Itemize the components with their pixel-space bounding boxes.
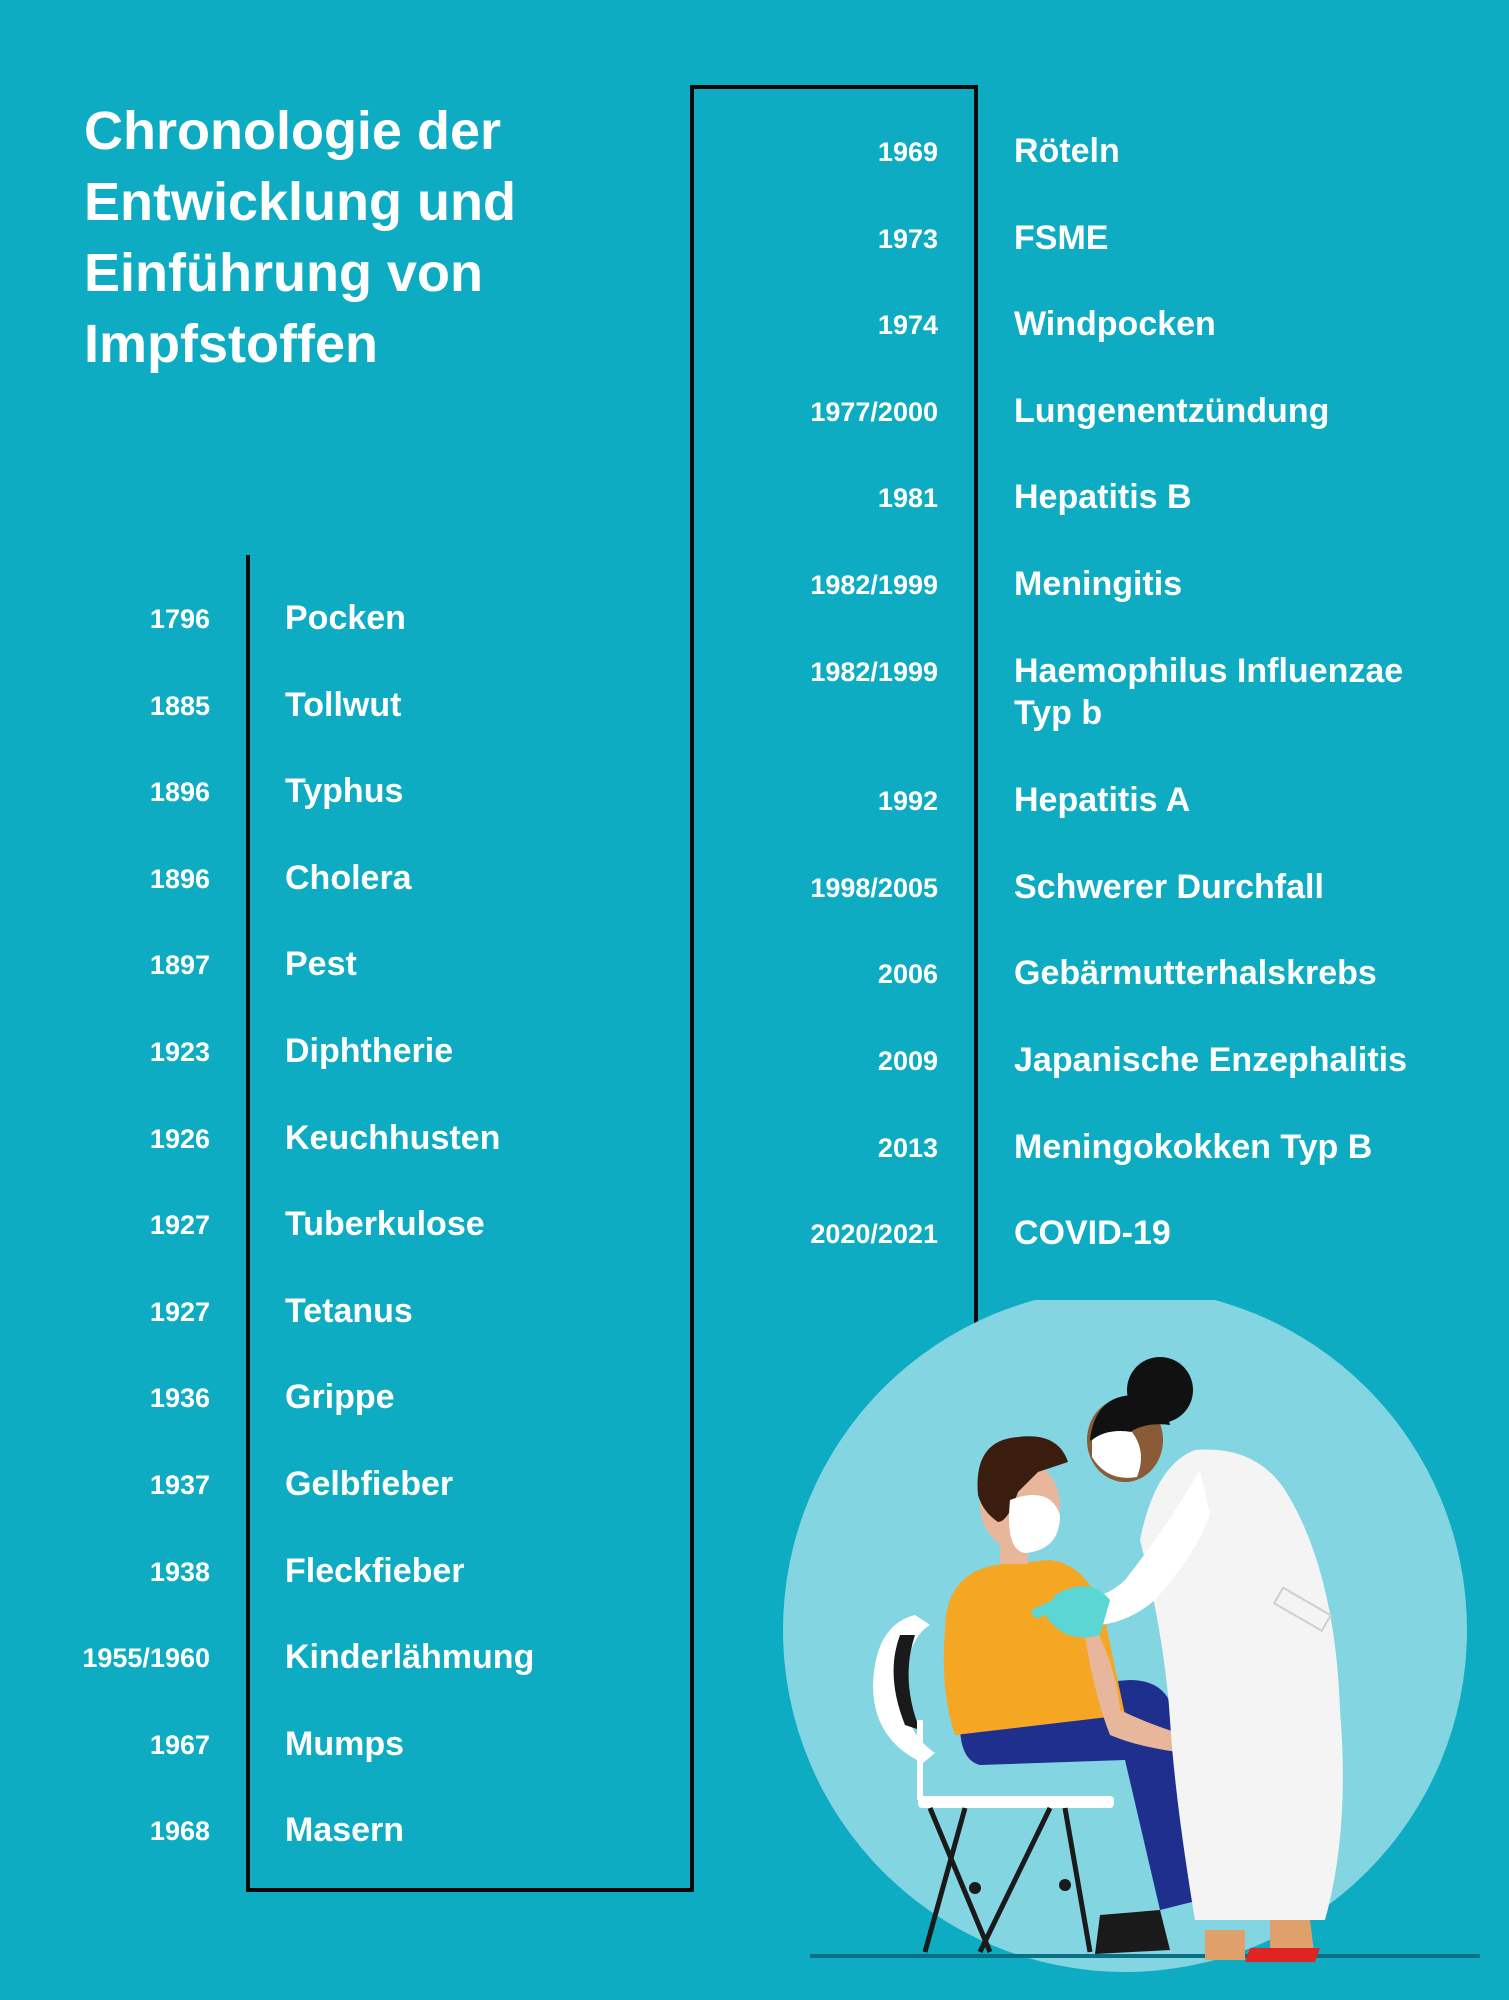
timeline-disease: Keuchhusten xyxy=(285,1118,501,1157)
timeline-year: 1969 xyxy=(877,137,938,167)
timeline-line-right xyxy=(974,85,978,1360)
title-line: Entwicklung und xyxy=(84,172,516,232)
timeline-disease: Hepatitis B xyxy=(1014,478,1192,517)
title-line: Einführung von xyxy=(84,243,483,303)
timeline-disease: Gebärmutterhalskrebs xyxy=(1014,954,1377,993)
timeline-year: 1968 xyxy=(149,1816,210,1847)
timeline-year: 1927 xyxy=(149,1296,210,1327)
timeline-disease: Windpocken xyxy=(1014,305,1216,344)
page-title: Chronologie der Entwicklung und Einführu… xyxy=(84,96,684,380)
timeline-disease: Pocken xyxy=(285,599,406,637)
timeline-disease: Grippe xyxy=(285,1378,395,1417)
timeline-year: 1936 xyxy=(149,1383,210,1414)
timeline-year: 2013 xyxy=(877,1132,938,1163)
timeline-year: 1938 xyxy=(149,1556,210,1587)
timeline-disease: Mumps xyxy=(285,1724,404,1763)
timeline-disease: Tetanus xyxy=(285,1291,413,1330)
timeline-year: 1796 xyxy=(149,604,210,634)
timeline-line-top xyxy=(690,85,978,89)
timeline-year: 1967 xyxy=(149,1729,210,1760)
timeline-year: 1896 xyxy=(149,777,210,808)
vaccination-illustration xyxy=(783,1300,1480,1972)
timeline-disease: Gelbfieber xyxy=(285,1465,454,1503)
timeline-year: 1974 xyxy=(877,310,938,341)
timeline-disease: Cholera xyxy=(285,858,412,897)
timeline-disease: Schwerer Durchfall xyxy=(1014,867,1324,906)
timeline-year: 1927 xyxy=(149,1210,210,1241)
timeline-year: 2006 xyxy=(877,959,938,990)
timeline-disease: Masern xyxy=(285,1811,405,1850)
title-line: Chronologie der xyxy=(84,101,501,161)
timeline-year: 1977/2000 xyxy=(810,396,938,427)
timeline-year: 1897 xyxy=(149,950,210,981)
timeline-year: 1973 xyxy=(877,223,938,254)
timeline-disease: Japanische Enzephalitis xyxy=(1014,1041,1408,1079)
timeline-line-left xyxy=(246,555,250,1892)
timeline-disease: FSME xyxy=(1014,218,1109,257)
timeline-disease: Tollwut xyxy=(285,685,402,724)
timeline-year: 1955/1960 xyxy=(82,1643,210,1674)
timeline-disease-line2: Typ b xyxy=(1014,693,1103,732)
timeline-disease: Meningitis xyxy=(1014,565,1183,603)
timeline-line-middle xyxy=(690,85,694,1892)
timeline-disease: Haemophilus Influenzae xyxy=(1014,651,1404,690)
timeline-disease: Meningokokken Typ B xyxy=(1014,1127,1373,1166)
timeline-year: 1998/2005 xyxy=(810,872,938,903)
timeline-year: 1982/1999 xyxy=(810,656,938,687)
timeline-year: 2009 xyxy=(877,1046,938,1076)
timeline-year: 1896 xyxy=(149,863,210,894)
timeline-disease: Lungenentzündung xyxy=(1014,391,1330,430)
timeline-disease: Diphtherie xyxy=(285,1032,454,1070)
timeline-year: 1992 xyxy=(877,786,938,817)
timeline-disease: Fleckfieber xyxy=(285,1551,465,1590)
timeline-disease: Hepatitis A xyxy=(1014,781,1191,820)
timeline-year: 1937 xyxy=(149,1470,210,1500)
timeline-line-bottom xyxy=(246,1888,694,1892)
timeline-year: 1923 xyxy=(149,1037,210,1067)
timeline-year: 1885 xyxy=(149,690,210,721)
doctor-figure-icon xyxy=(1031,1357,1343,1962)
timeline-disease: COVID-19 xyxy=(1014,1214,1171,1253)
floor-line xyxy=(810,1954,1480,1958)
timeline-disease: Pest xyxy=(285,945,357,984)
timeline-year: 2020/2021 xyxy=(810,1219,938,1250)
timeline-year: 1982/1999 xyxy=(810,570,938,600)
timeline-disease: Röteln xyxy=(1014,132,1120,170)
timeline-disease: Kinderlähmung xyxy=(285,1638,535,1677)
timeline-disease: Tuberkulose xyxy=(285,1205,485,1244)
timeline-disease: Typhus xyxy=(285,772,404,811)
chair-icon xyxy=(873,1615,1114,1954)
title-line: Impfstoffen xyxy=(84,314,378,374)
timeline-year: 1981 xyxy=(877,483,938,514)
timeline-year: 1926 xyxy=(149,1123,210,1154)
